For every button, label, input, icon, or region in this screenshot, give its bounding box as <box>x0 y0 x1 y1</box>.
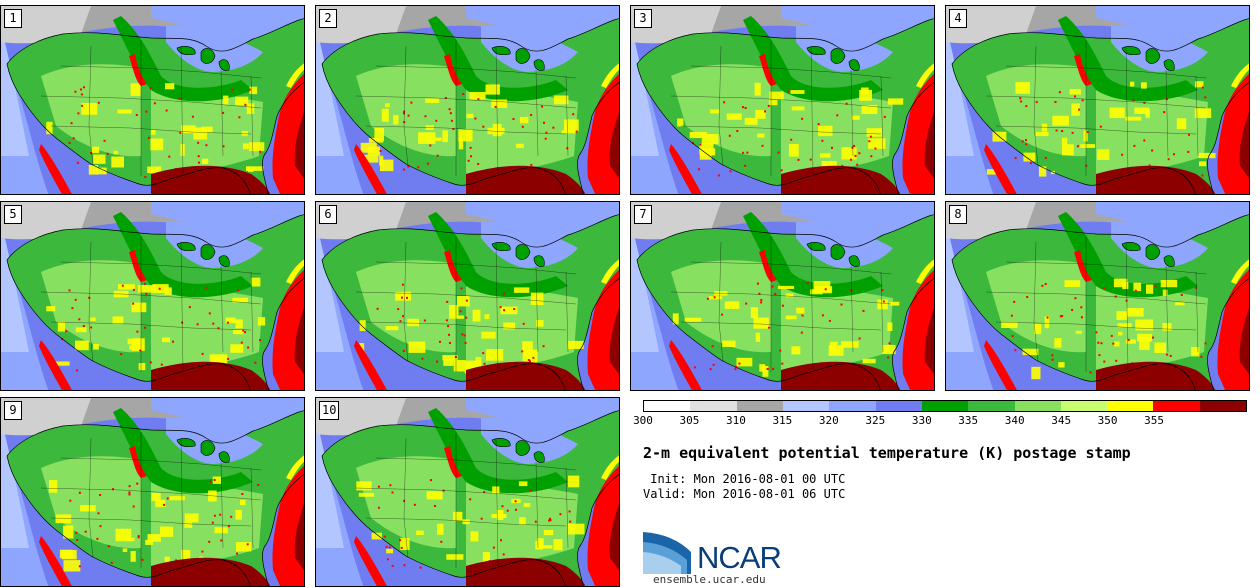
colorbar-tick-label: 320 <box>818 414 839 427</box>
colorbar-tick-label: 330 <box>911 414 932 427</box>
panel-9: 9 <box>0 397 305 587</box>
panel-number: 7 <box>634 205 652 224</box>
panel-2: 2 <box>315 5 620 195</box>
colorbar-segment <box>690 401 737 411</box>
site-url: ensemble.ucar.edu <box>653 573 766 586</box>
panel-5: 5 <box>0 201 305 391</box>
panel-10: 10 <box>315 397 620 587</box>
colorbar-segment <box>1060 401 1108 411</box>
map-field <box>631 202 934 390</box>
map-field <box>1 398 304 586</box>
panel-6: 6 <box>315 201 620 391</box>
colorbar-segment <box>782 401 830 411</box>
colorbar-tick-label: 350 <box>1097 414 1118 427</box>
map-field <box>316 202 619 390</box>
map-field <box>1 202 304 390</box>
colorbar-tick-label: 325 <box>865 414 886 427</box>
colorbar-segment <box>1107 401 1154 411</box>
colorbar-segment <box>968 401 1015 411</box>
colorbar-tick-label: 305 <box>679 414 700 427</box>
colorbar-tick-label: 315 <box>772 414 793 427</box>
ncar-wordmark: NCAR <box>697 540 782 575</box>
map-field <box>631 6 934 194</box>
colorbar-segment <box>829 401 876 411</box>
colorbar-segment <box>875 401 922 411</box>
panel-8: 8 <box>945 201 1250 391</box>
colorbar-segment <box>1153 401 1200 411</box>
panel-4: 4 <box>945 5 1250 195</box>
map-field <box>316 398 619 586</box>
colorbar-tick-label: 345 <box>1051 414 1072 427</box>
ncar-logo-icon <box>643 532 691 574</box>
colorbar-tick-label: 310 <box>725 414 746 427</box>
colorbar-tick-label: 340 <box>1004 414 1025 427</box>
colorbar-segment <box>921 401 969 411</box>
colorbar-segment <box>736 401 783 411</box>
panel-number: 4 <box>949 9 967 28</box>
panel-1: 1 <box>0 5 305 195</box>
panel-7: 7 <box>630 201 935 391</box>
panel-number: 8 <box>949 205 967 224</box>
colorbar-tick-label: 355 <box>1144 414 1164 427</box>
colorbar <box>643 400 1247 412</box>
panel-number: 6 <box>319 205 337 224</box>
map-field <box>946 6 1249 194</box>
panel-number: 3 <box>634 9 652 28</box>
panel-3: 3 <box>630 5 935 195</box>
panel-number: 1 <box>4 9 22 28</box>
panel-number: 2 <box>319 9 337 28</box>
colorbar-segment <box>1014 401 1061 411</box>
init-time: Init: Mon 2016-08-01 00 UTC <box>643 472 846 486</box>
map-field <box>946 202 1249 390</box>
colorbar-segment <box>1199 401 1247 411</box>
panel-number: 5 <box>4 205 22 224</box>
plot-title: 2-m equivalent potential temperature (K)… <box>643 444 1131 462</box>
valid-time: Valid: Mon 2016-08-01 06 UTC <box>643 487 846 501</box>
panel-number: 10 <box>319 401 340 420</box>
colorbar-segment <box>644 401 691 411</box>
colorbar-tick-label: 300 <box>633 414 653 427</box>
map-field <box>316 6 619 194</box>
map-field <box>1 6 304 194</box>
colorbar-tick-label: 335 <box>958 414 979 427</box>
panel-number: 9 <box>4 401 22 420</box>
